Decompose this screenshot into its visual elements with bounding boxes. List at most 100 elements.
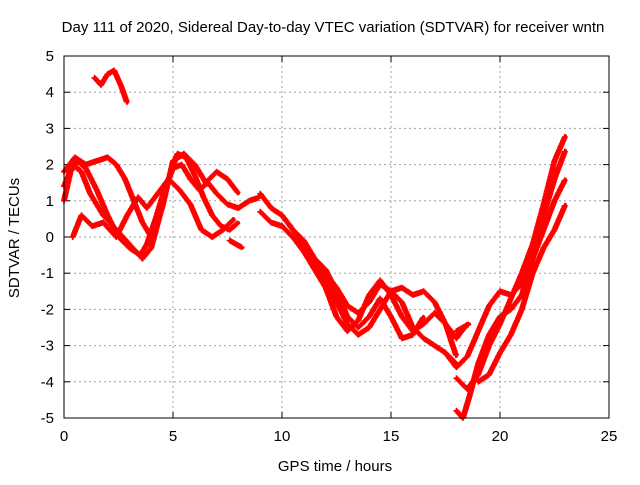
series-track-6: [226, 237, 245, 251]
data-point: [345, 329, 349, 333]
series-track-15: [453, 321, 472, 335]
y-tick-label: 5: [46, 48, 54, 65]
x-tick-label: 5: [169, 428, 177, 445]
data-point: [335, 300, 338, 304]
x-tick-label: 25: [601, 428, 618, 445]
data-point: [258, 192, 262, 196]
data-point: [553, 177, 556, 181]
data-point: [356, 311, 360, 315]
data-point: [454, 336, 458, 340]
data-point: [280, 213, 284, 217]
y-tick-label: -4: [41, 374, 54, 391]
data-point: [422, 336, 426, 340]
data-point: [241, 246, 245, 250]
data-point: [509, 307, 513, 311]
data-point: [468, 322, 471, 326]
data-point: [520, 307, 524, 311]
data-point: [202, 195, 205, 199]
data-point: [119, 83, 123, 87]
data-point: [542, 228, 546, 232]
data-point: [345, 315, 349, 319]
data-point: [422, 322, 426, 326]
data-point: [236, 206, 240, 210]
data-point: [542, 246, 546, 250]
data-point: [123, 177, 127, 181]
y-tick-label: -1: [41, 265, 54, 282]
data-point: [454, 365, 458, 369]
data-point: [232, 217, 236, 221]
x-tick-label: 10: [274, 428, 291, 445]
data-point: [236, 221, 240, 224]
data-point: [520, 282, 524, 286]
data-point: [531, 257, 535, 261]
data-point: [509, 333, 513, 337]
y-tick-label: 1: [46, 193, 54, 210]
data-point: [156, 192, 160, 196]
data-point: [210, 235, 214, 239]
data-point: [433, 344, 437, 348]
data-point: [444, 322, 447, 326]
data-point: [335, 289, 338, 293]
data-point: [132, 199, 136, 203]
data-point: [175, 152, 179, 156]
data-point: [389, 315, 393, 319]
data-point: [193, 174, 197, 177]
y-tick-label: 0: [46, 229, 54, 246]
y-tick-label: 2: [46, 157, 54, 174]
y-tick-label: -2: [41, 301, 54, 318]
data-point: [182, 152, 186, 156]
x-axis-label: GPS time / hours: [278, 458, 392, 475]
data-point: [378, 297, 382, 300]
data-point: [149, 235, 153, 239]
data-point: [324, 278, 328, 282]
data-point: [114, 235, 118, 239]
data-point: [367, 293, 371, 297]
data-point: [553, 159, 556, 163]
data-point: [433, 300, 437, 304]
chart-title: Day 111 of 2020, Sidereal Day-to-day VTE…: [62, 19, 605, 36]
data-point: [411, 333, 415, 337]
data-point: [476, 329, 480, 333]
data-point: [221, 228, 225, 232]
data-point: [563, 177, 567, 181]
y-tick-label: -5: [41, 410, 54, 427]
data-point: [454, 329, 458, 333]
data-point: [73, 155, 77, 159]
data-point: [345, 322, 349, 326]
data-point: [563, 134, 567, 138]
data-point: [378, 307, 382, 311]
data-point: [141, 257, 144, 261]
data-point: [520, 271, 524, 275]
data-point: [345, 304, 349, 308]
data-point: [400, 286, 404, 290]
data-point: [476, 380, 480, 384]
data-point: [204, 181, 208, 185]
data-point: [531, 271, 535, 275]
data-point: [487, 344, 491, 348]
data-point: [106, 155, 110, 159]
data-point: [199, 228, 203, 232]
series-track-5: [91, 67, 130, 105]
data-point: [160, 206, 164, 210]
data-point: [101, 221, 105, 224]
data-point: [400, 336, 404, 340]
data-point: [367, 300, 371, 304]
data-point: [400, 315, 404, 319]
data-point: [127, 242, 131, 246]
data-point: [226, 177, 229, 181]
data-point: [180, 163, 184, 167]
series-track-10: [279, 212, 426, 342]
data-point: [487, 373, 491, 377]
data-point: [210, 213, 214, 217]
series-track-13: [442, 177, 568, 371]
plot-frame: [63, 55, 610, 419]
data-point: [188, 177, 192, 181]
data-point: [389, 289, 393, 293]
data-point: [313, 257, 317, 261]
data-point: [487, 333, 491, 337]
data-point: [99, 83, 103, 87]
data-point: [422, 315, 426, 319]
data-point: [509, 293, 513, 297]
data-point: [531, 242, 535, 246]
